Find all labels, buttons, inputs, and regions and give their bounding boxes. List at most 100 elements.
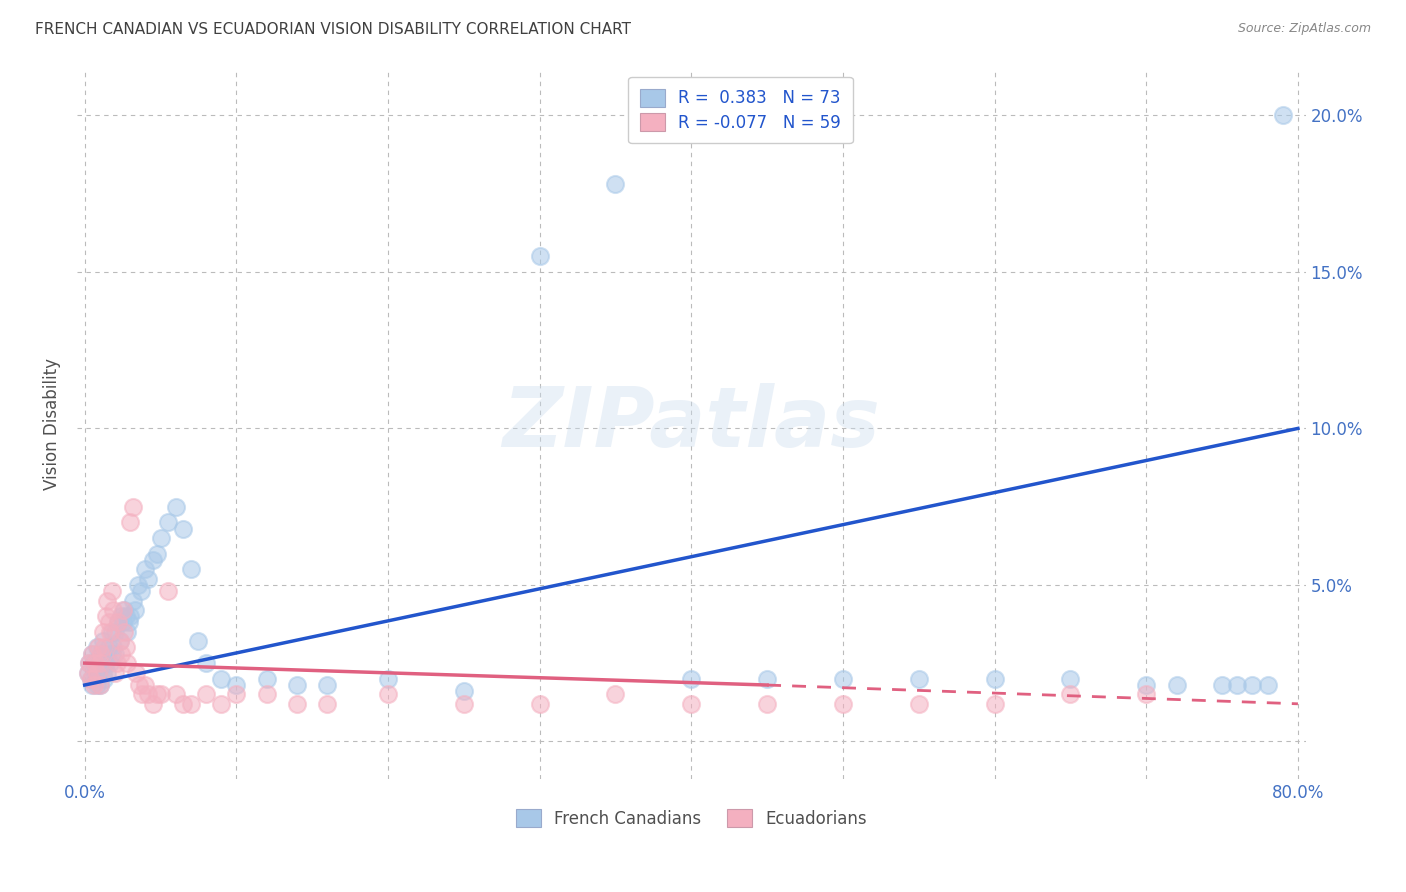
Point (86, 678, 108, 692)
Text: FRENCH CANADIAN VS ECUADORIAN VISION DISABILITY CORRELATION CHART: FRENCH CANADIAN VS ECUADORIAN VISION DIS… (35, 22, 631, 37)
Point (120, 516, 142, 530)
Point (165, 500, 187, 514)
Point (89, 678, 111, 692)
Point (91, 634, 114, 648)
Point (983, 697, 1005, 711)
Point (157, 584, 180, 599)
Point (146, 547, 169, 561)
Point (76, 665, 98, 680)
Point (91, 665, 114, 680)
Point (101, 624, 124, 639)
Point (1059, 687, 1081, 701)
Point (453, 697, 475, 711)
Point (134, 678, 156, 692)
Point (1059, 672, 1081, 686)
Point (103, 603, 125, 617)
Point (209, 672, 232, 686)
Point (142, 697, 165, 711)
Point (756, 672, 779, 686)
Point (1241, 678, 1264, 692)
Point (104, 665, 127, 680)
Point (172, 697, 194, 711)
Point (983, 672, 1005, 686)
Point (1226, 678, 1249, 692)
Point (80, 672, 103, 686)
Point (108, 634, 131, 648)
Point (80, 672, 103, 686)
Point (96, 665, 118, 680)
Point (187, 634, 209, 648)
Point (82, 647, 104, 661)
Point (138, 687, 160, 701)
Point (104, 624, 127, 639)
Point (84, 665, 107, 680)
Point (134, 562, 156, 576)
Point (129, 584, 152, 599)
Point (122, 500, 145, 514)
Point (142, 553, 165, 567)
Point (529, 249, 551, 263)
Point (101, 584, 124, 599)
Point (103, 640, 125, 655)
Point (180, 562, 202, 576)
Point (1271, 108, 1294, 122)
Point (89, 678, 111, 692)
Point (89, 656, 111, 670)
Point (96, 647, 118, 661)
Point (316, 697, 339, 711)
Point (93, 672, 115, 686)
Point (110, 609, 132, 624)
Point (149, 531, 172, 545)
Point (1135, 687, 1157, 701)
Point (108, 634, 131, 648)
Point (91, 624, 114, 639)
Point (122, 593, 145, 607)
Point (110, 647, 132, 661)
Point (165, 687, 187, 701)
Point (377, 672, 399, 686)
Point (907, 672, 929, 686)
Point (285, 697, 308, 711)
Point (1135, 678, 1157, 692)
Point (94, 609, 117, 624)
Point (94, 656, 117, 670)
Text: Source: ZipAtlas.com: Source: ZipAtlas.com (1237, 22, 1371, 36)
Point (90, 647, 112, 661)
Point (756, 697, 779, 711)
Point (209, 697, 232, 711)
Point (105, 656, 128, 670)
Point (128, 678, 150, 692)
Legend: French Canadians, Ecuadorians: French Canadians, Ecuadorians (509, 803, 873, 835)
Point (832, 697, 855, 711)
Point (157, 516, 180, 530)
Point (832, 672, 855, 686)
Point (125, 665, 148, 680)
Point (84, 656, 107, 670)
Point (114, 640, 136, 655)
Point (180, 697, 202, 711)
Point (377, 687, 399, 701)
Point (605, 178, 627, 192)
Point (1166, 678, 1188, 692)
Point (146, 687, 169, 701)
Point (1211, 678, 1233, 692)
Point (87, 640, 110, 655)
Point (138, 572, 160, 586)
Point (453, 684, 475, 698)
Point (87, 665, 110, 680)
Point (172, 522, 194, 536)
Point (97, 640, 120, 655)
Point (76, 665, 98, 680)
Point (100, 624, 122, 639)
Point (127, 578, 149, 592)
Point (111, 615, 134, 630)
Point (93, 656, 115, 670)
Point (77, 656, 100, 670)
Point (83, 656, 105, 670)
Point (100, 656, 122, 670)
Point (225, 687, 247, 701)
Point (681, 672, 703, 686)
Point (1257, 678, 1279, 692)
Point (82, 647, 104, 661)
Point (316, 678, 339, 692)
